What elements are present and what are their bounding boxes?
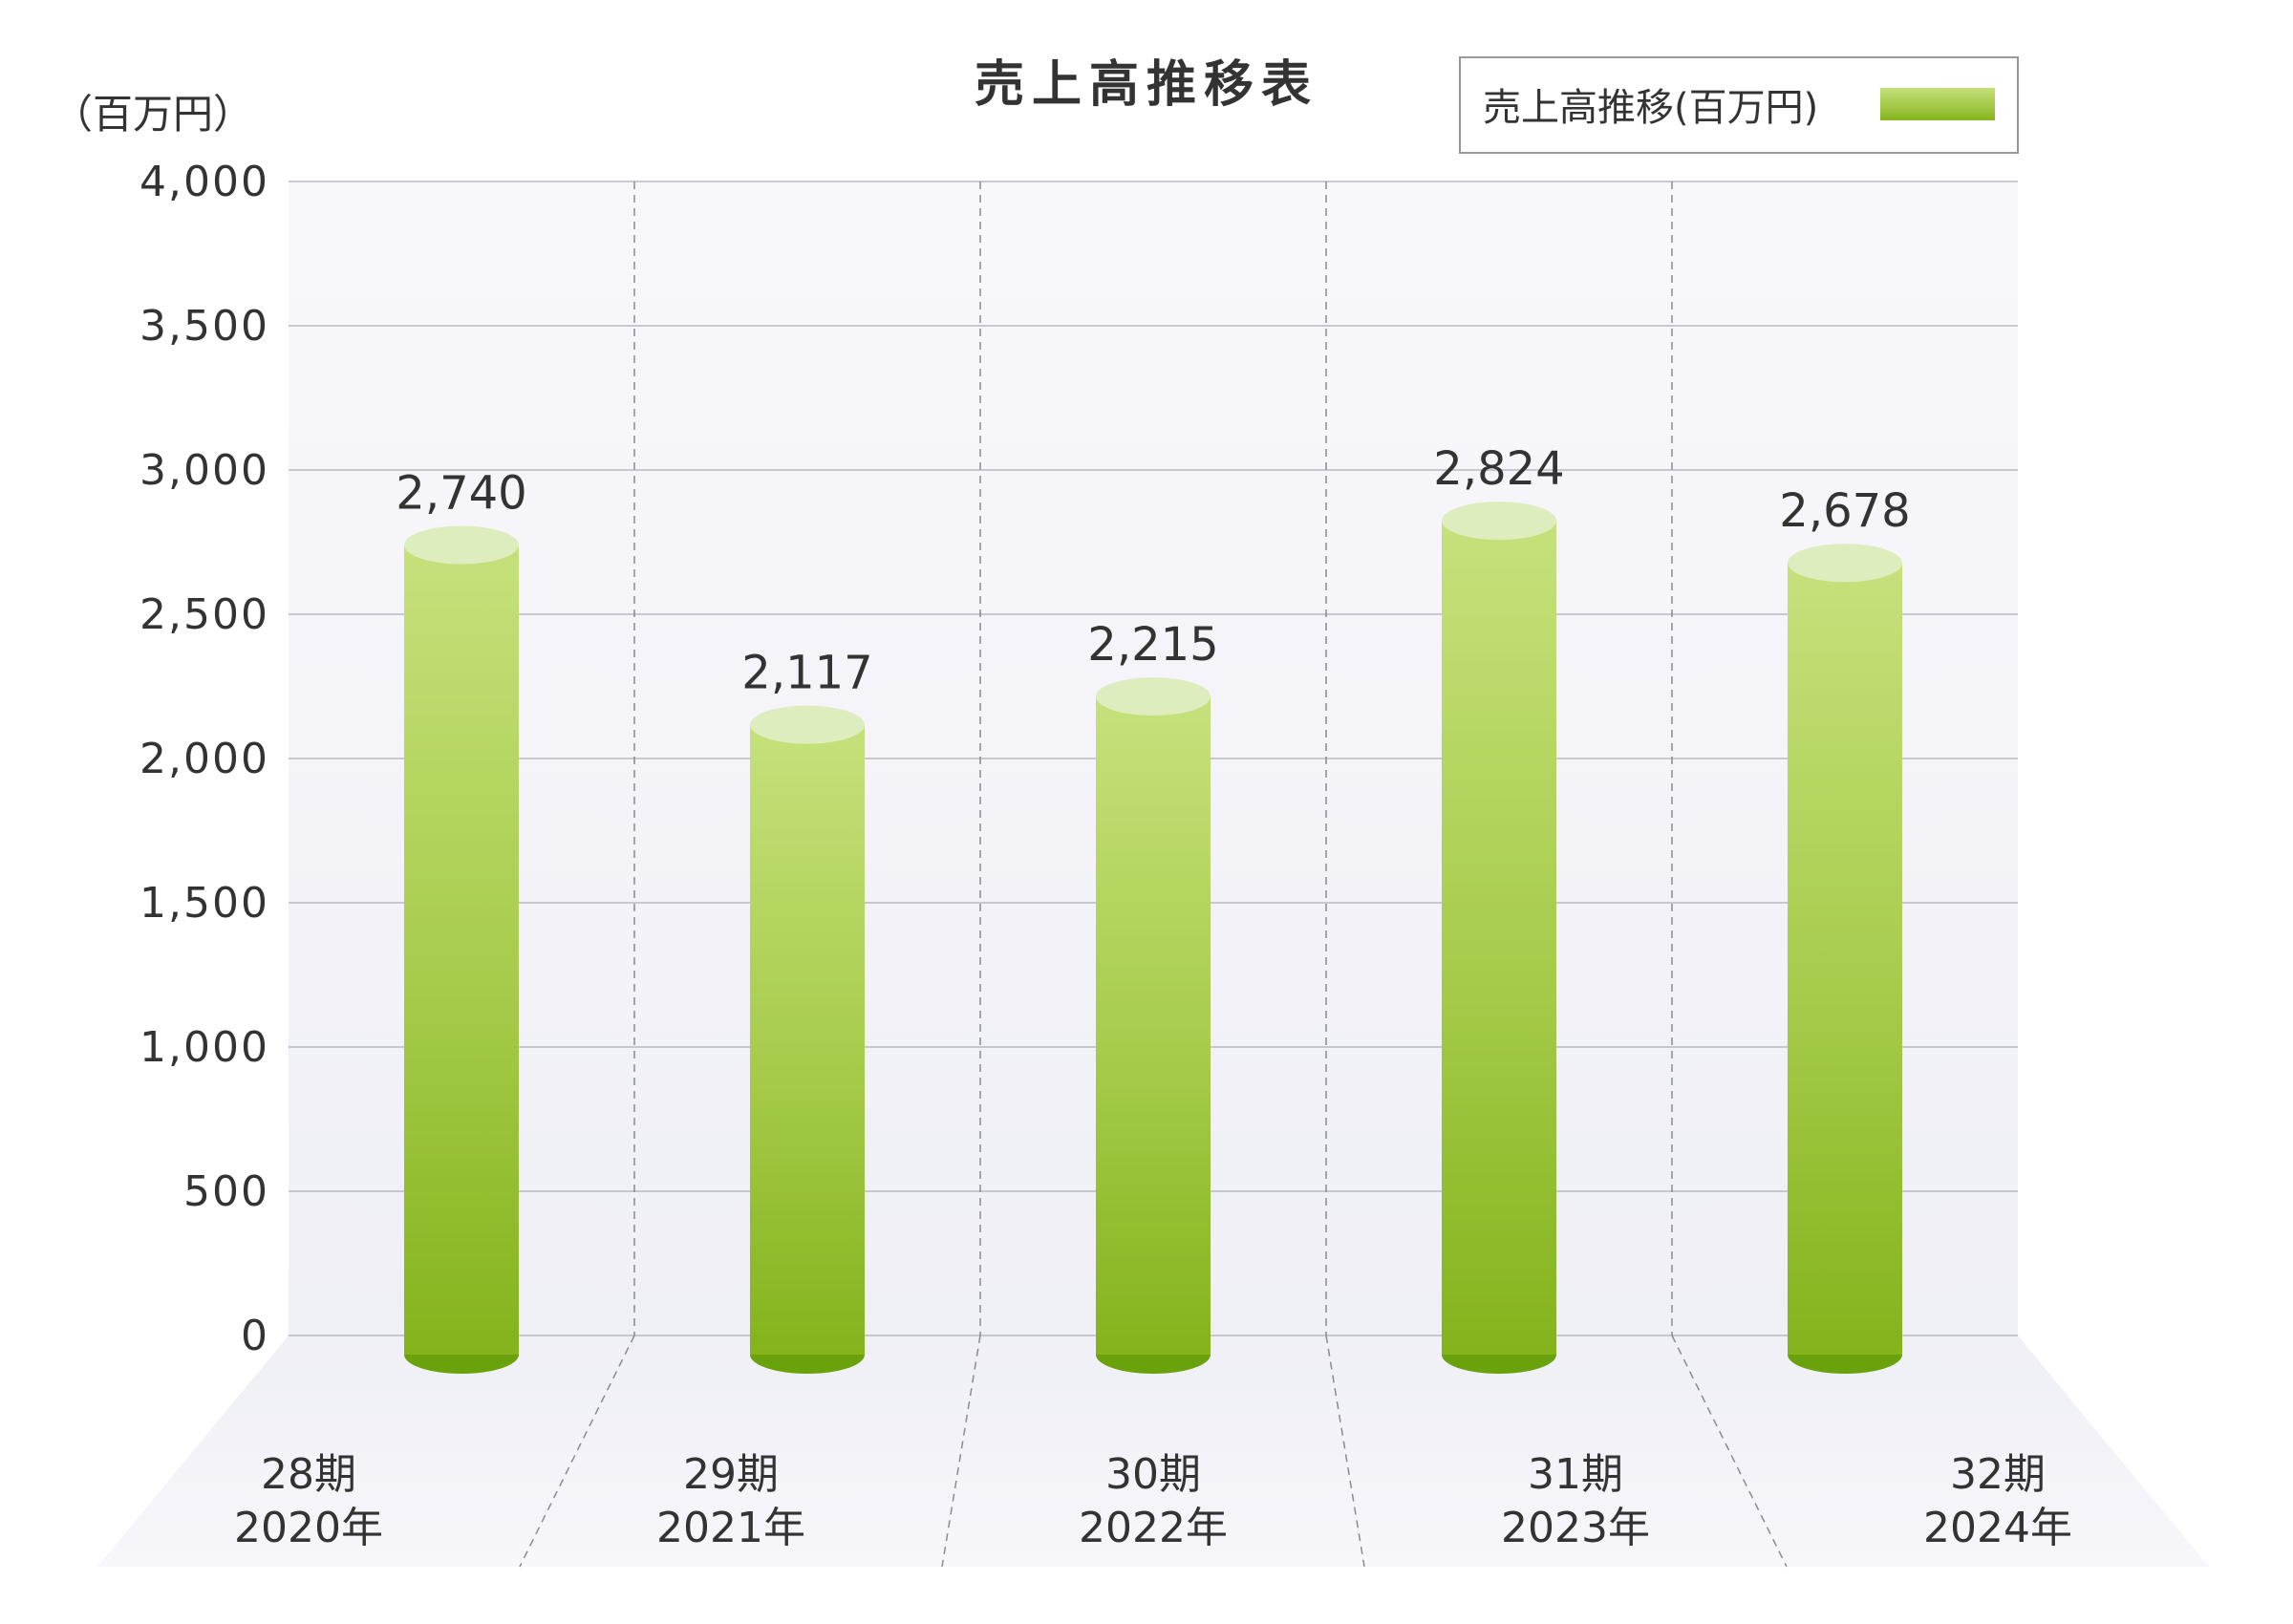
y-axis-ticks: 0 500 1,000 1,500 2,000 2,500 3,000 3,500 4,000 (139, 158, 269, 1360)
y-tick-label: 3,000 (139, 446, 269, 495)
x-tick-year: 2021年 (656, 1504, 805, 1552)
bar-cap (404, 525, 519, 565)
y-tick-label: 3,500 (139, 302, 269, 351)
x-tick-period: 29期 (683, 1450, 779, 1499)
x-tick-year: 2024年 (1923, 1504, 2072, 1552)
bar-body (1788, 563, 1902, 1355)
y-tick-label: 0 (241, 1312, 269, 1360)
data-label: 2,740 (396, 467, 526, 521)
bar-body (750, 724, 865, 1355)
floor-divider (519, 1335, 635, 1568)
legend: 売上高推移(百万円) (1459, 56, 2019, 154)
data-labels: 2,740 2,117 2,215 2,824 2,678 (396, 442, 1910, 700)
bar-cap (1442, 502, 1556, 541)
bars (404, 502, 1902, 1374)
x-tick-period: 32期 (1950, 1450, 2046, 1499)
x-axis-ticks: 28期 2020年 29期 2021年 30期 2022年 31期 2023年 32期 2024年 (234, 1450, 2072, 1552)
x-tick-period: 30期 (1105, 1450, 1201, 1499)
y-tick-label: 1,000 (139, 1023, 269, 1072)
y-tick-label: 2,500 (139, 590, 269, 639)
plot-floor (97, 1336, 2209, 1567)
legend-label: 売上高推移(百万円) (1483, 86, 1818, 130)
category-dividers (519, 182, 1788, 1568)
y-tick-label: 4,000 (139, 158, 269, 206)
x-tick-period: 31期 (1528, 1450, 1623, 1499)
bar (750, 705, 865, 1374)
y-tick-label: 1,500 (139, 879, 269, 928)
data-label: 2,678 (1779, 484, 1910, 538)
y-axis-unit-label: （百万円） (53, 91, 253, 138)
data-label: 2,215 (1087, 618, 1218, 672)
legend-swatch (1880, 88, 1995, 120)
bar-body (1096, 696, 1211, 1355)
data-label: 2,117 (741, 647, 872, 700)
bar (1096, 677, 1211, 1374)
chart-title: 売上高推移表 (975, 56, 1318, 114)
bar-body (1442, 521, 1556, 1355)
x-tick-year: 2020年 (234, 1504, 383, 1552)
x-tick-period: 28期 (261, 1450, 356, 1499)
x-tick-year: 2022年 (1079, 1504, 1228, 1552)
y-tick-label: 2,000 (139, 735, 269, 783)
bar (1442, 502, 1556, 1374)
bar (404, 525, 519, 1374)
bar-body (404, 545, 519, 1355)
bar-cap (1788, 544, 1902, 583)
bar (1788, 544, 1902, 1374)
data-label: 2,824 (1433, 442, 1564, 496)
y-tick-label: 500 (183, 1167, 269, 1216)
bar-cap (1096, 677, 1211, 716)
bar-cap (750, 705, 865, 744)
floor-divider (1671, 1335, 1788, 1568)
x-tick-year: 2023年 (1501, 1504, 1650, 1552)
